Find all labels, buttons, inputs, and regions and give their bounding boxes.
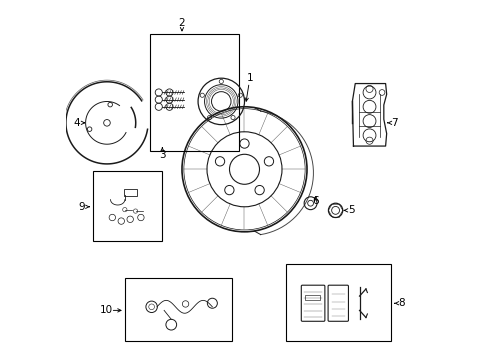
Text: 10: 10 [100, 305, 113, 315]
Text: 6: 6 [312, 197, 319, 206]
Bar [285, 264, 390, 341]
Text: 8: 8 [398, 298, 404, 308]
Text: 4: 4 [73, 118, 80, 128]
Bar [124, 189, 136, 196]
Bar [149, 33, 239, 152]
Bar [93, 171, 162, 241]
Text: 2: 2 [178, 18, 185, 28]
Bar [305, 295, 320, 300]
Bar [124, 278, 231, 341]
Text: 1: 1 [246, 73, 253, 83]
Text: 3: 3 [159, 150, 165, 160]
Text: 5: 5 [347, 205, 354, 215]
Text: 7: 7 [390, 118, 397, 128]
Text: 9: 9 [79, 202, 85, 212]
